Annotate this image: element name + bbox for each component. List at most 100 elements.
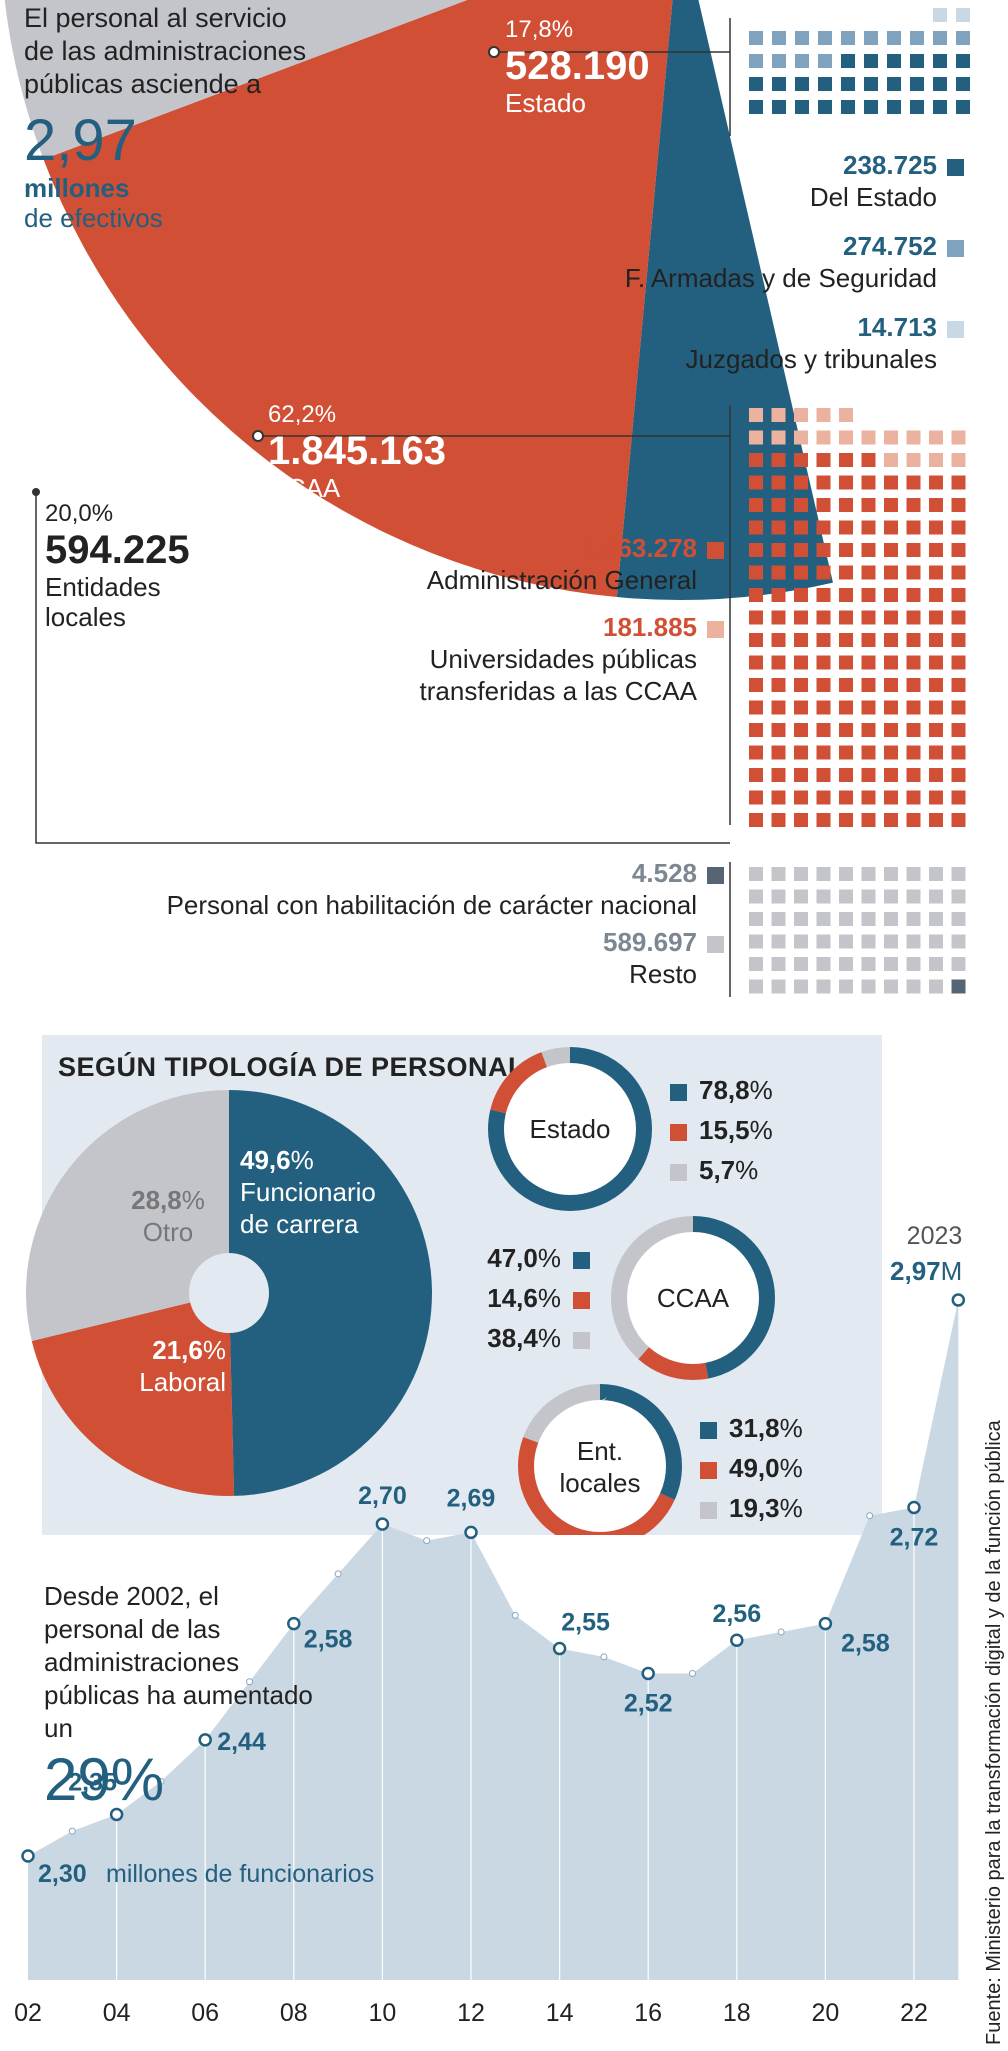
waffle-square	[861, 912, 876, 926]
slice-label-laboral: 21,6% Laboral	[116, 1334, 226, 1398]
waffle-square	[816, 498, 831, 512]
locales-segment-label: 20,0% 594.225 Entidades locales	[45, 500, 215, 632]
donut-arc	[488, 1047, 652, 1211]
waffle-square	[884, 475, 898, 490]
breakdown-label: Del Estado	[809, 182, 937, 212]
waffle-square	[749, 957, 763, 971]
waffle-square	[749, 543, 763, 557]
source-note: Fuente: Ministerio para la transformació…	[983, 1420, 1005, 2045]
x-tick-label: 22	[900, 1999, 928, 2027]
waffle-square	[818, 77, 832, 91]
waffle-square	[816, 475, 831, 490]
data-point	[907, 1500, 921, 1515]
legend-swatch	[947, 320, 964, 338]
waffle-square	[929, 813, 943, 827]
waffle-square	[861, 633, 876, 647]
waffle-square	[861, 867, 876, 881]
pie-segment-locales	[4, 0, 468, 160]
waffle-square	[749, 610, 763, 625]
ccaa-waffle	[749, 408, 966, 827]
legend-swatch	[707, 866, 724, 884]
waffle-square	[906, 543, 921, 557]
legend-swatch	[947, 239, 964, 257]
waffle-square	[771, 430, 786, 445]
waffle-square	[839, 475, 853, 490]
waffle-square	[771, 768, 786, 782]
waffle-square	[794, 700, 808, 715]
waffle-square	[749, 979, 763, 994]
x-tick-label: 10	[368, 1999, 396, 2027]
data-point-minor	[334, 1570, 342, 1578]
value-label: 2,35	[68, 1769, 117, 1797]
waffle-square	[906, 768, 921, 782]
estado-label: Estado	[505, 88, 586, 118]
waffle-square	[884, 813, 898, 827]
typology-slice	[31, 1293, 235, 1496]
pie-segment-ccaa	[43, 0, 673, 598]
data-point	[375, 1517, 390, 1531]
waffle-square	[794, 453, 808, 467]
waffle-square	[749, 588, 763, 602]
waffle-square	[951, 655, 966, 670]
locales-waffle	[749, 867, 966, 994]
breakdown-item: 4.528	[104, 858, 724, 889]
waffle-square	[951, 633, 966, 647]
ccaa-segment-label: 62,2% 1.845.163 CCAA	[268, 401, 446, 503]
estado-segment-label: 17,8% 528.190 Estado	[505, 16, 650, 118]
waffle-square	[884, 867, 898, 881]
waffle-square	[884, 889, 898, 904]
waffle-square	[884, 520, 898, 535]
waffle-square	[749, 54, 763, 68]
waffle-square	[749, 498, 763, 512]
waffle-square	[771, 700, 786, 715]
waffle-square	[861, 543, 876, 557]
waffle-square	[861, 957, 876, 971]
waffle-square	[816, 520, 831, 535]
waffle-square	[794, 790, 808, 805]
waffle-square	[794, 723, 808, 737]
waffle-square	[887, 54, 901, 68]
legend-swatch	[573, 1331, 590, 1349]
pie-hole	[189, 1253, 269, 1333]
waffle-square	[861, 565, 876, 580]
data-point	[287, 1616, 301, 1631]
waffle-square	[910, 31, 924, 45]
waffle-square	[818, 54, 832, 68]
waffle-square	[929, 957, 943, 971]
waffle-square	[816, 430, 831, 445]
waffle-square	[861, 768, 876, 782]
waffle-square	[816, 979, 831, 994]
data-point-minor	[689, 1669, 696, 1677]
waffle-square	[861, 610, 876, 625]
waffle-square	[861, 453, 876, 467]
waffle-square	[771, 453, 786, 467]
waffle-square	[794, 912, 808, 926]
last-value-label: 2,97M	[890, 1256, 962, 1286]
slice-pct: 28,8%	[131, 1185, 205, 1215]
waffle-square	[816, 790, 831, 805]
waffle-square	[839, 889, 853, 904]
value-label: 2,55	[561, 1609, 610, 1637]
donut-arc	[611, 1216, 775, 1380]
waffle-square	[795, 77, 809, 91]
typology-slice	[229, 1090, 432, 1496]
legend-row: 19,3%	[700, 1488, 803, 1528]
waffle-square	[861, 588, 876, 602]
waffle-square	[906, 889, 921, 904]
waffle-square	[861, 934, 876, 949]
waffle-square	[929, 678, 943, 692]
legend-swatch	[670, 1163, 687, 1181]
donut-arc	[611, 1216, 775, 1380]
waffle-square	[841, 77, 855, 91]
waffle-square	[887, 31, 901, 45]
waffle-square	[929, 498, 943, 512]
waffle-square	[951, 453, 966, 467]
waffle-square	[794, 543, 808, 557]
waffle-square	[951, 867, 966, 881]
waffle-square	[749, 31, 763, 45]
waffle-square	[839, 565, 853, 580]
waffle-square	[929, 543, 943, 557]
waffle-square	[749, 520, 763, 535]
value-label: 2,56	[712, 1600, 761, 1628]
data-point	[730, 1633, 744, 1647]
